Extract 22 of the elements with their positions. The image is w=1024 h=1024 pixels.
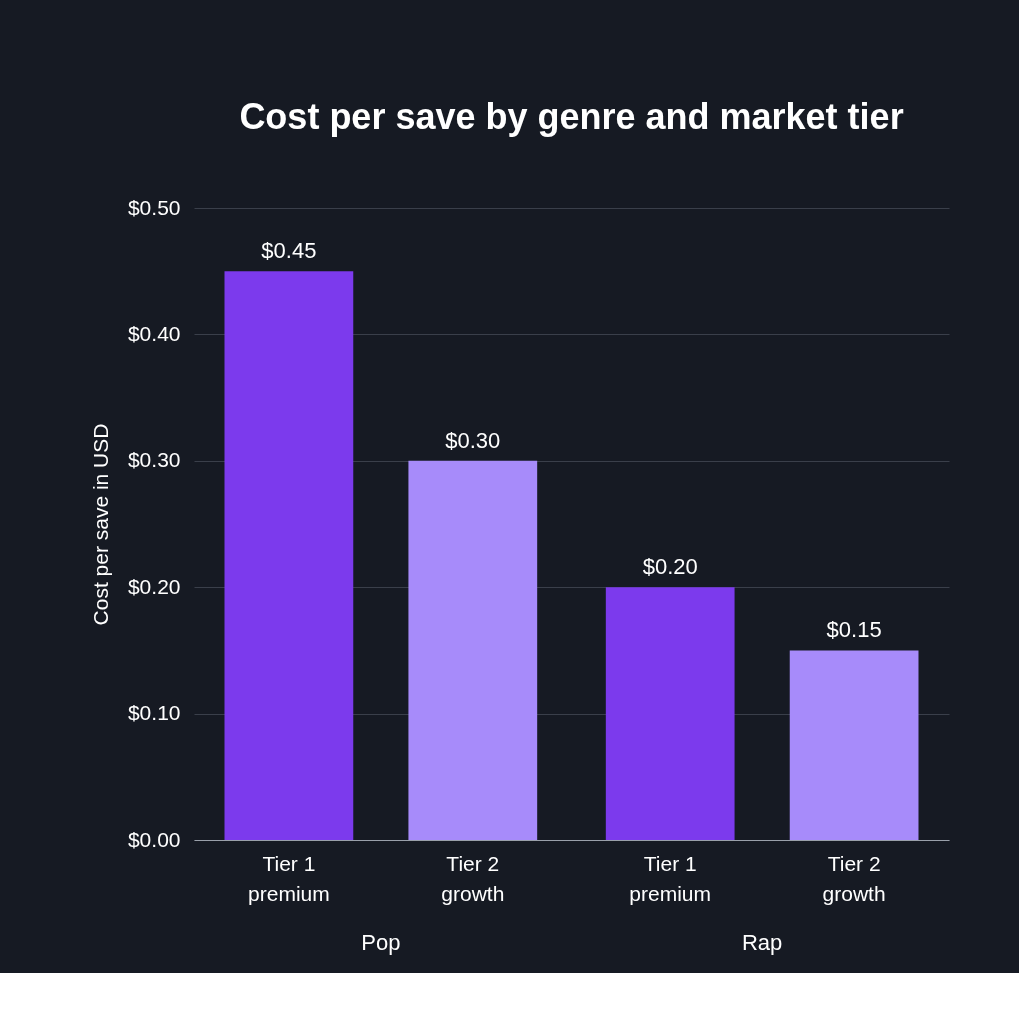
- y-tick-label: $0.00: [127, 827, 181, 851]
- y-tick-label: $0.50: [127, 195, 181, 219]
- y-tick-label: $0.30: [127, 448, 181, 472]
- data-label: $0.20: [642, 554, 698, 580]
- y-tick-label: $0.20: [127, 574, 181, 598]
- y-tick-label: $0.40: [127, 321, 181, 345]
- text: Tier 1 premium: [629, 852, 712, 905]
- bar: [605, 587, 735, 840]
- text: Tier 2 growth: [822, 852, 886, 905]
- series-label: Tier 2 growth: [441, 852, 505, 905]
- bar: [789, 650, 919, 840]
- data-label: $0.30: [445, 427, 501, 453]
- x-tick-label: Rap: [741, 929, 783, 955]
- data-label: $0.15: [826, 617, 882, 643]
- data-label: $0.45: [261, 238, 317, 264]
- bar: [224, 271, 354, 840]
- chart-title: Cost per save by genre and market tier: [239, 96, 904, 137]
- x-tick-label: Pop: [361, 929, 401, 955]
- series-label: Tier 1 premium: [248, 852, 330, 905]
- y-axis-title: Cost per save in USD: [88, 423, 112, 626]
- y-tick-label: $0.10: [127, 701, 181, 725]
- bar: [408, 460, 538, 840]
